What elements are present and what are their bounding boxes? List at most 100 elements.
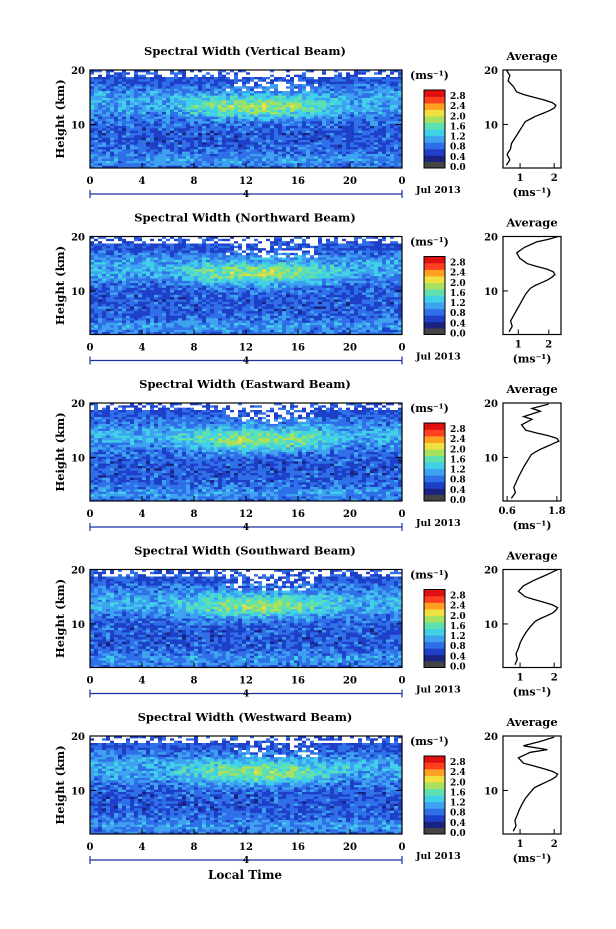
heatmap-cell <box>238 252 243 256</box>
heatmap-cell <box>306 259 311 263</box>
heatmap-cell <box>130 264 135 268</box>
heatmap-cell <box>178 137 183 141</box>
heatmap-cell <box>302 135 307 139</box>
heatmap-cell <box>250 123 255 127</box>
heatmap-cell <box>226 133 231 136</box>
heatmap-cell <box>218 255 223 258</box>
heatmap-cell <box>190 158 195 162</box>
heatmap-cell <box>106 102 111 106</box>
heatmap-cell <box>370 161 375 164</box>
heatmap-cell <box>258 156 263 160</box>
heatmap-cell <box>386 163 391 167</box>
heatmap-cell <box>278 107 283 111</box>
heatmap-cell <box>178 283 183 286</box>
heatmap-cell <box>266 102 271 106</box>
heatmap-cell <box>170 151 175 155</box>
heatmap-cell <box>230 114 235 118</box>
heatmap-cell <box>394 114 399 118</box>
heatmap-cell <box>338 259 343 263</box>
heatmap-cell <box>382 283 387 286</box>
heatmap-cell <box>114 107 119 111</box>
heatmap-cell <box>106 248 111 251</box>
heatmap-cell <box>254 238 259 242</box>
heatmap-cell <box>306 156 311 160</box>
heatmap-cell <box>330 74 335 78</box>
heatmap-cell <box>182 245 187 249</box>
heatmap-cell <box>246 105 251 108</box>
heatmap-cell <box>122 135 127 139</box>
heatmap-cell <box>306 250 311 254</box>
heatmap-cell <box>218 70 223 73</box>
heatmap-cell <box>126 102 131 106</box>
heatmap-cell <box>254 105 259 108</box>
heatmap-cell <box>226 238 231 242</box>
heatmap-cell <box>130 70 135 73</box>
heatmap-cell <box>286 109 291 113</box>
heatmap-cell <box>346 105 351 108</box>
heatmap-cell <box>166 149 171 153</box>
heatmap-cell <box>302 262 307 265</box>
heatmap-cell <box>110 161 115 164</box>
heatmap-cell <box>298 264 303 268</box>
heatmap-cell <box>342 81 347 85</box>
heatmap-cell <box>218 252 223 256</box>
heatmap-cell <box>182 130 187 134</box>
heatmap-cell <box>226 74 231 78</box>
heatmap-cell <box>314 154 319 157</box>
heatmap-cell <box>286 123 291 127</box>
heatmap-cell <box>158 165 163 169</box>
heatmap-cell <box>154 74 159 78</box>
heatmap-cell <box>374 135 379 139</box>
heatmap-cell <box>146 271 151 275</box>
heatmap-cell <box>246 100 251 104</box>
heatmap-cell <box>386 84 391 87</box>
heatmap-cell <box>266 121 271 125</box>
heatmap-cell <box>190 114 195 118</box>
heatmap-cell <box>198 278 203 282</box>
heatmap-cell <box>246 149 251 153</box>
heatmap-cell <box>94 98 99 101</box>
heatmap-cell <box>94 241 99 244</box>
heatmap-cell <box>182 238 187 242</box>
heatmap-cell <box>262 116 267 120</box>
heatmap-cell <box>378 161 383 164</box>
heatmap-cell <box>282 149 287 153</box>
heatmap-cell <box>110 105 115 108</box>
heatmap-cell <box>170 269 175 272</box>
heatmap-cell <box>322 280 327 284</box>
heatmap-cell <box>170 158 175 162</box>
heatmap-cell <box>330 137 335 141</box>
heatmap-cell <box>146 264 151 268</box>
heatmap-cell <box>174 278 179 282</box>
heatmap-cell <box>266 276 271 279</box>
heatmap-cell <box>210 151 215 155</box>
heatmap-cell <box>294 241 299 244</box>
heatmap-cell <box>126 271 131 275</box>
heatmap-cell <box>322 149 327 153</box>
heatmap-cell <box>182 123 187 127</box>
heatmap-cell <box>378 259 383 263</box>
heatmap-cell <box>182 248 187 251</box>
heatmap-cell <box>254 248 259 251</box>
heatmap-cell <box>210 264 215 268</box>
heatmap-cell <box>98 241 103 244</box>
heatmap-cell <box>202 269 207 272</box>
heatmap-cell <box>234 119 239 122</box>
heatmap-cell <box>98 121 103 125</box>
heatmap-cell <box>382 156 387 160</box>
heatmap-cell <box>134 283 139 286</box>
heatmap-cell <box>326 114 331 118</box>
heatmap-cell <box>154 109 159 113</box>
heatmap-cell <box>118 72 123 76</box>
heatmap-cell <box>246 123 251 127</box>
heatmap-cell <box>242 243 247 247</box>
heatmap-cell <box>282 123 287 127</box>
heatmap-cell <box>374 271 379 275</box>
heatmap-cell <box>314 112 319 115</box>
heatmap-cell <box>242 156 247 160</box>
heatmap-cell <box>114 128 119 132</box>
heatmap-cell <box>274 140 279 143</box>
heatmap-cell <box>134 245 139 249</box>
heatmap-cell <box>234 140 239 143</box>
heatmap-cell <box>386 98 391 101</box>
